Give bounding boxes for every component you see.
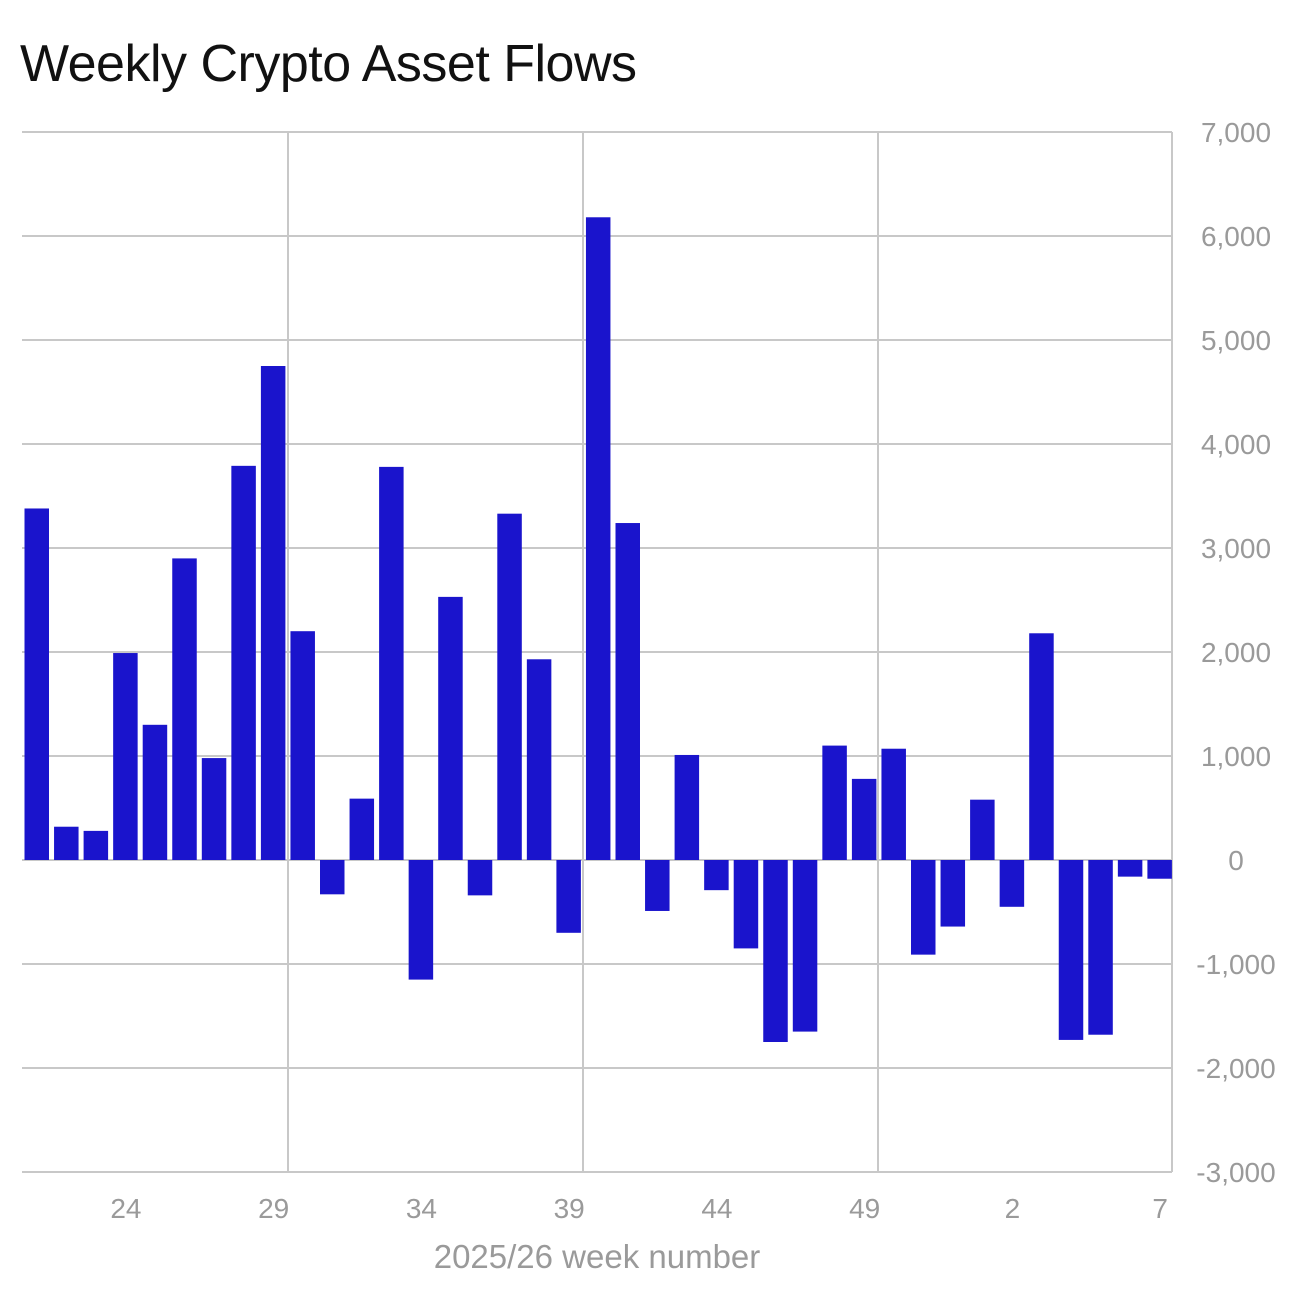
x-tick-label: 49 (849, 1193, 880, 1224)
bar-week-4 (1058, 860, 1084, 1040)
x-axis-ticks: 24 29 34 39 44 49 2 7 (110, 1193, 1168, 1224)
bar-week-38 (526, 659, 552, 860)
bar-week-43 (674, 754, 700, 860)
y-tick-label: -1,000 (1196, 949, 1275, 980)
bar-week-48 (822, 745, 847, 860)
y-tick-label: 0 (1228, 845, 1244, 876)
bar-week-23 (83, 830, 109, 860)
bar-week-5 (1088, 860, 1113, 1035)
bar-week-6 (1117, 860, 1143, 877)
bar-week-26 (172, 558, 197, 860)
x-tick-label: 29 (258, 1193, 289, 1224)
bar-week-7 (1147, 860, 1172, 879)
x-tick-label: 2 (1005, 1193, 1021, 1224)
bar-week-42 (645, 860, 670, 911)
x-axis-title: 2025/26 week number (434, 1238, 761, 1275)
bar-week-52 (940, 860, 966, 927)
y-tick-label: 2,000 (1201, 637, 1271, 668)
bar-week-34 (408, 860, 434, 980)
y-tick-label: 6,000 (1201, 221, 1271, 252)
bars (24, 217, 1172, 1042)
bar-week-44 (704, 860, 729, 891)
x-tick-label: 7 (1152, 1193, 1168, 1224)
bar-week-41 (615, 523, 640, 860)
bar-week-2 (999, 860, 1025, 907)
bar-week-22 (54, 826, 79, 860)
bar-week-3 (1029, 633, 1054, 860)
y-axis-ticks: 7,000 6,000 5,000 4,000 3,000 2,000 1,000 0 -1,0… (1196, 117, 1275, 1188)
y-tick-label: -2,000 (1196, 1053, 1275, 1084)
y-tick-label: 7,000 (1201, 117, 1271, 148)
bar-week-50 (881, 748, 906, 860)
bar-week-45 (733, 860, 759, 949)
bar-week-24 (113, 653, 138, 860)
x-tick-label: 34 (406, 1193, 437, 1224)
bar-week-28 (231, 465, 256, 860)
bar-week-33 (379, 466, 404, 860)
bar-week-37 (497, 513, 522, 860)
bar-week-36 (467, 860, 493, 896)
bar-week-1 (970, 799, 995, 860)
y-tick-label: 3,000 (1201, 533, 1271, 564)
bar-week-30 (290, 631, 315, 860)
y-tick-label: 5,000 (1201, 325, 1271, 356)
bar-week-49 (851, 778, 877, 860)
x-tick-label: 39 (554, 1193, 585, 1224)
x-tick-label: 44 (701, 1193, 732, 1224)
bar-week-21 (24, 508, 49, 860)
bar-week-25 (142, 724, 168, 860)
bar-week-46 (763, 860, 788, 1042)
bar-week-51 (911, 860, 936, 955)
y-tick-label: -3,000 (1196, 1157, 1275, 1188)
bar-week-35 (438, 596, 463, 860)
y-tick-label: 1,000 (1201, 741, 1271, 772)
bar-week-47 (792, 860, 818, 1032)
bar-week-31 (320, 860, 345, 895)
bar-week-27 (201, 758, 227, 860)
chart-title: Weekly Crypto Asset Flows (20, 35, 637, 93)
bar-week-29 (260, 366, 286, 860)
y-tick-label: 4,000 (1201, 429, 1271, 460)
x-tick-label: 24 (110, 1193, 141, 1224)
bar-week-39 (556, 860, 581, 933)
bar-week-32 (349, 798, 375, 860)
bar-week-40 (585, 217, 611, 860)
